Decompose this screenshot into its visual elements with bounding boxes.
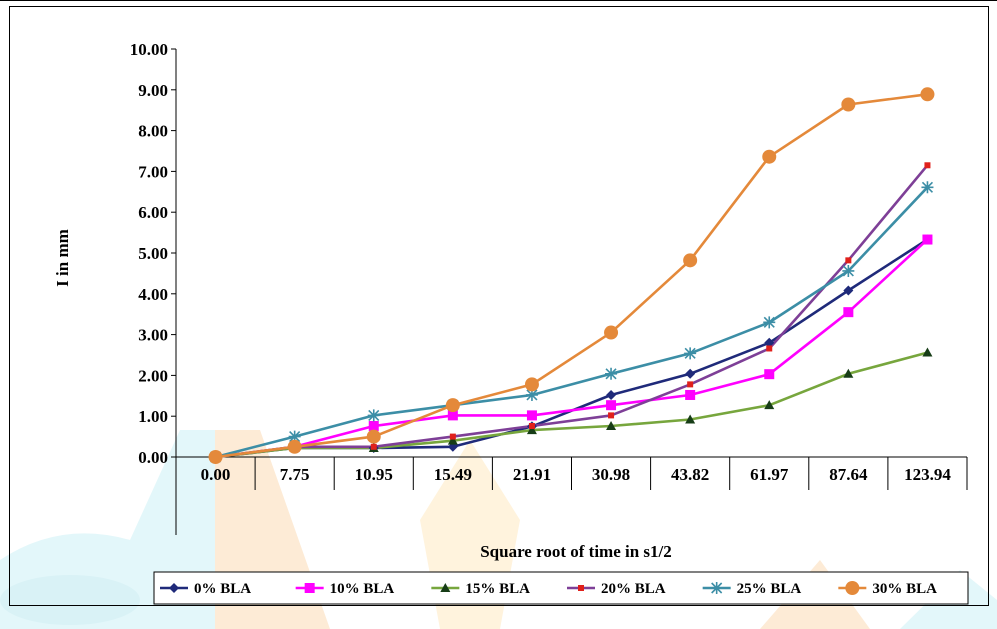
y-tick-label: 4.00 (138, 285, 168, 304)
data-point-30-bla (287, 439, 302, 454)
series-line-10-bla (215, 238, 929, 459)
data-point-15-bla (526, 425, 537, 435)
data-point-10-bla (368, 420, 379, 431)
legend-marker-20-bla (578, 585, 584, 591)
series-line-20-bla (215, 164, 929, 459)
y-tick-label: 0.00 (138, 448, 168, 467)
data-point-25-bla (525, 388, 538, 401)
data-point-20-bla (528, 422, 535, 429)
x-tick-label: 123.94 (904, 465, 951, 484)
data-point-30-bla (683, 253, 698, 268)
y-tick-label: 3.00 (138, 326, 168, 345)
legend-label-15-bla: 15% BLA (465, 581, 530, 597)
data-point-30-bla (920, 87, 935, 102)
data-point-20-bla (687, 381, 694, 388)
data-point-0-bla (764, 337, 775, 348)
legend-marker-15-bla (440, 583, 451, 592)
x-tick-label: 43.82 (671, 465, 709, 484)
x-axis-label: Square root of time in s1/2 (480, 542, 672, 561)
data-point-0-bla (606, 389, 617, 400)
series-line-25-bla (215, 186, 929, 459)
data-point-10-bla (685, 389, 696, 400)
legend-box (153, 571, 969, 605)
data-point-30-bla (841, 97, 856, 112)
series-line-30-bla (215, 93, 928, 459)
data-point-25-bla (288, 430, 301, 443)
data-point-15-bla (922, 347, 933, 357)
x-tick-label: 10.95 (355, 465, 393, 484)
legend: 0% BLA 10% BLA 15% BLA 20% BLA 25% BLA 30% BL… (153, 571, 969, 605)
data-point-15-bla (843, 368, 854, 378)
data-point-20-bla (766, 345, 773, 352)
y-tick-label: 8.00 (138, 122, 168, 141)
data-point-10-bla (606, 400, 617, 411)
series-markers (208, 87, 935, 464)
legend-label-10-bla: 10% BLA (330, 581, 395, 597)
data-point-20-bla (845, 257, 852, 264)
legend-label-20-bla: 20% BLA (601, 581, 666, 597)
legend-marker-30-bla (845, 581, 860, 595)
data-point-15-bla (764, 400, 775, 410)
data-point-20-bla (370, 443, 377, 450)
x-tick-label: 21.91 (513, 465, 551, 484)
legend-marker-25-bla (710, 582, 723, 594)
legend-label-25-bla: 25% BLA (737, 581, 802, 597)
x-tick-label: 61.97 (750, 465, 789, 484)
data-point-25-bla (605, 367, 618, 380)
y-tick-labels: 0.00 1.00 2.00 3.00 4.00 5.00 6.00 7.00 8.00 9.00… (130, 40, 168, 467)
top-border-line (0, 0, 997, 1)
legend-label-30-bla: 30% BLA (872, 581, 937, 597)
x-tick-label: 15.49 (434, 465, 472, 484)
data-point-15-bla (685, 414, 696, 424)
y-tick-label: 5.00 (138, 244, 168, 263)
y-tick-label: 2.00 (138, 366, 168, 385)
data-point-30-bla (762, 149, 777, 164)
data-point-25-bla (763, 316, 776, 329)
x-tick-label: 0.00 (201, 465, 231, 484)
legend-label-0-bla: 0% BLA (194, 581, 251, 597)
series-line-15-bla (215, 351, 928, 459)
data-point-10-bla (922, 234, 933, 245)
y-axis-label: I in mm (53, 229, 72, 287)
data-point-15-bla (447, 435, 458, 445)
y-tick-label: 10.00 (130, 40, 168, 59)
data-point-20-bla (924, 162, 931, 169)
data-point-30-bla (208, 450, 223, 464)
data-point-30-bla (445, 398, 460, 413)
data-point-25-bla (367, 409, 380, 422)
data-point-10-bla (447, 410, 458, 421)
y-tick-label: 9.00 (138, 81, 168, 100)
x-tick-label: 87.64 (829, 465, 868, 484)
y-tick-label: 1.00 (138, 407, 168, 426)
data-point-30-bla (524, 377, 539, 392)
x-tick-labels: 0.00 7.75 10.95 15.49 21.91 30.98 43.82 61.97 87… (201, 465, 952, 484)
legend-marker-0-bla (169, 583, 179, 593)
data-point-30-bla (604, 325, 619, 340)
x-tick-label: 30.98 (592, 465, 630, 484)
legend-marker-10-bla (304, 583, 315, 593)
data-point-25-bla (684, 347, 697, 360)
data-point-10-bla (526, 410, 537, 421)
y-tick-label: 7.00 (138, 162, 168, 181)
series-line-0-bla (215, 238, 929, 459)
data-point-25-bla (842, 264, 855, 277)
data-point-10-bla (764, 369, 775, 380)
data-point-25-bla (921, 181, 934, 194)
data-point-0-bla (843, 285, 854, 296)
y-tick-label: 6.00 (138, 203, 168, 222)
series-lines (215, 93, 929, 459)
data-point-20-bla (608, 412, 615, 419)
data-point-15-bla (606, 420, 617, 430)
axes (171, 48, 968, 535)
data-point-0-bla (685, 368, 696, 379)
chart-frame (9, 6, 989, 606)
data-point-10-bla (843, 307, 854, 318)
data-point-20-bla (449, 433, 456, 440)
data-point-30-bla (366, 429, 381, 444)
x-tick-label: 7.75 (280, 465, 310, 484)
